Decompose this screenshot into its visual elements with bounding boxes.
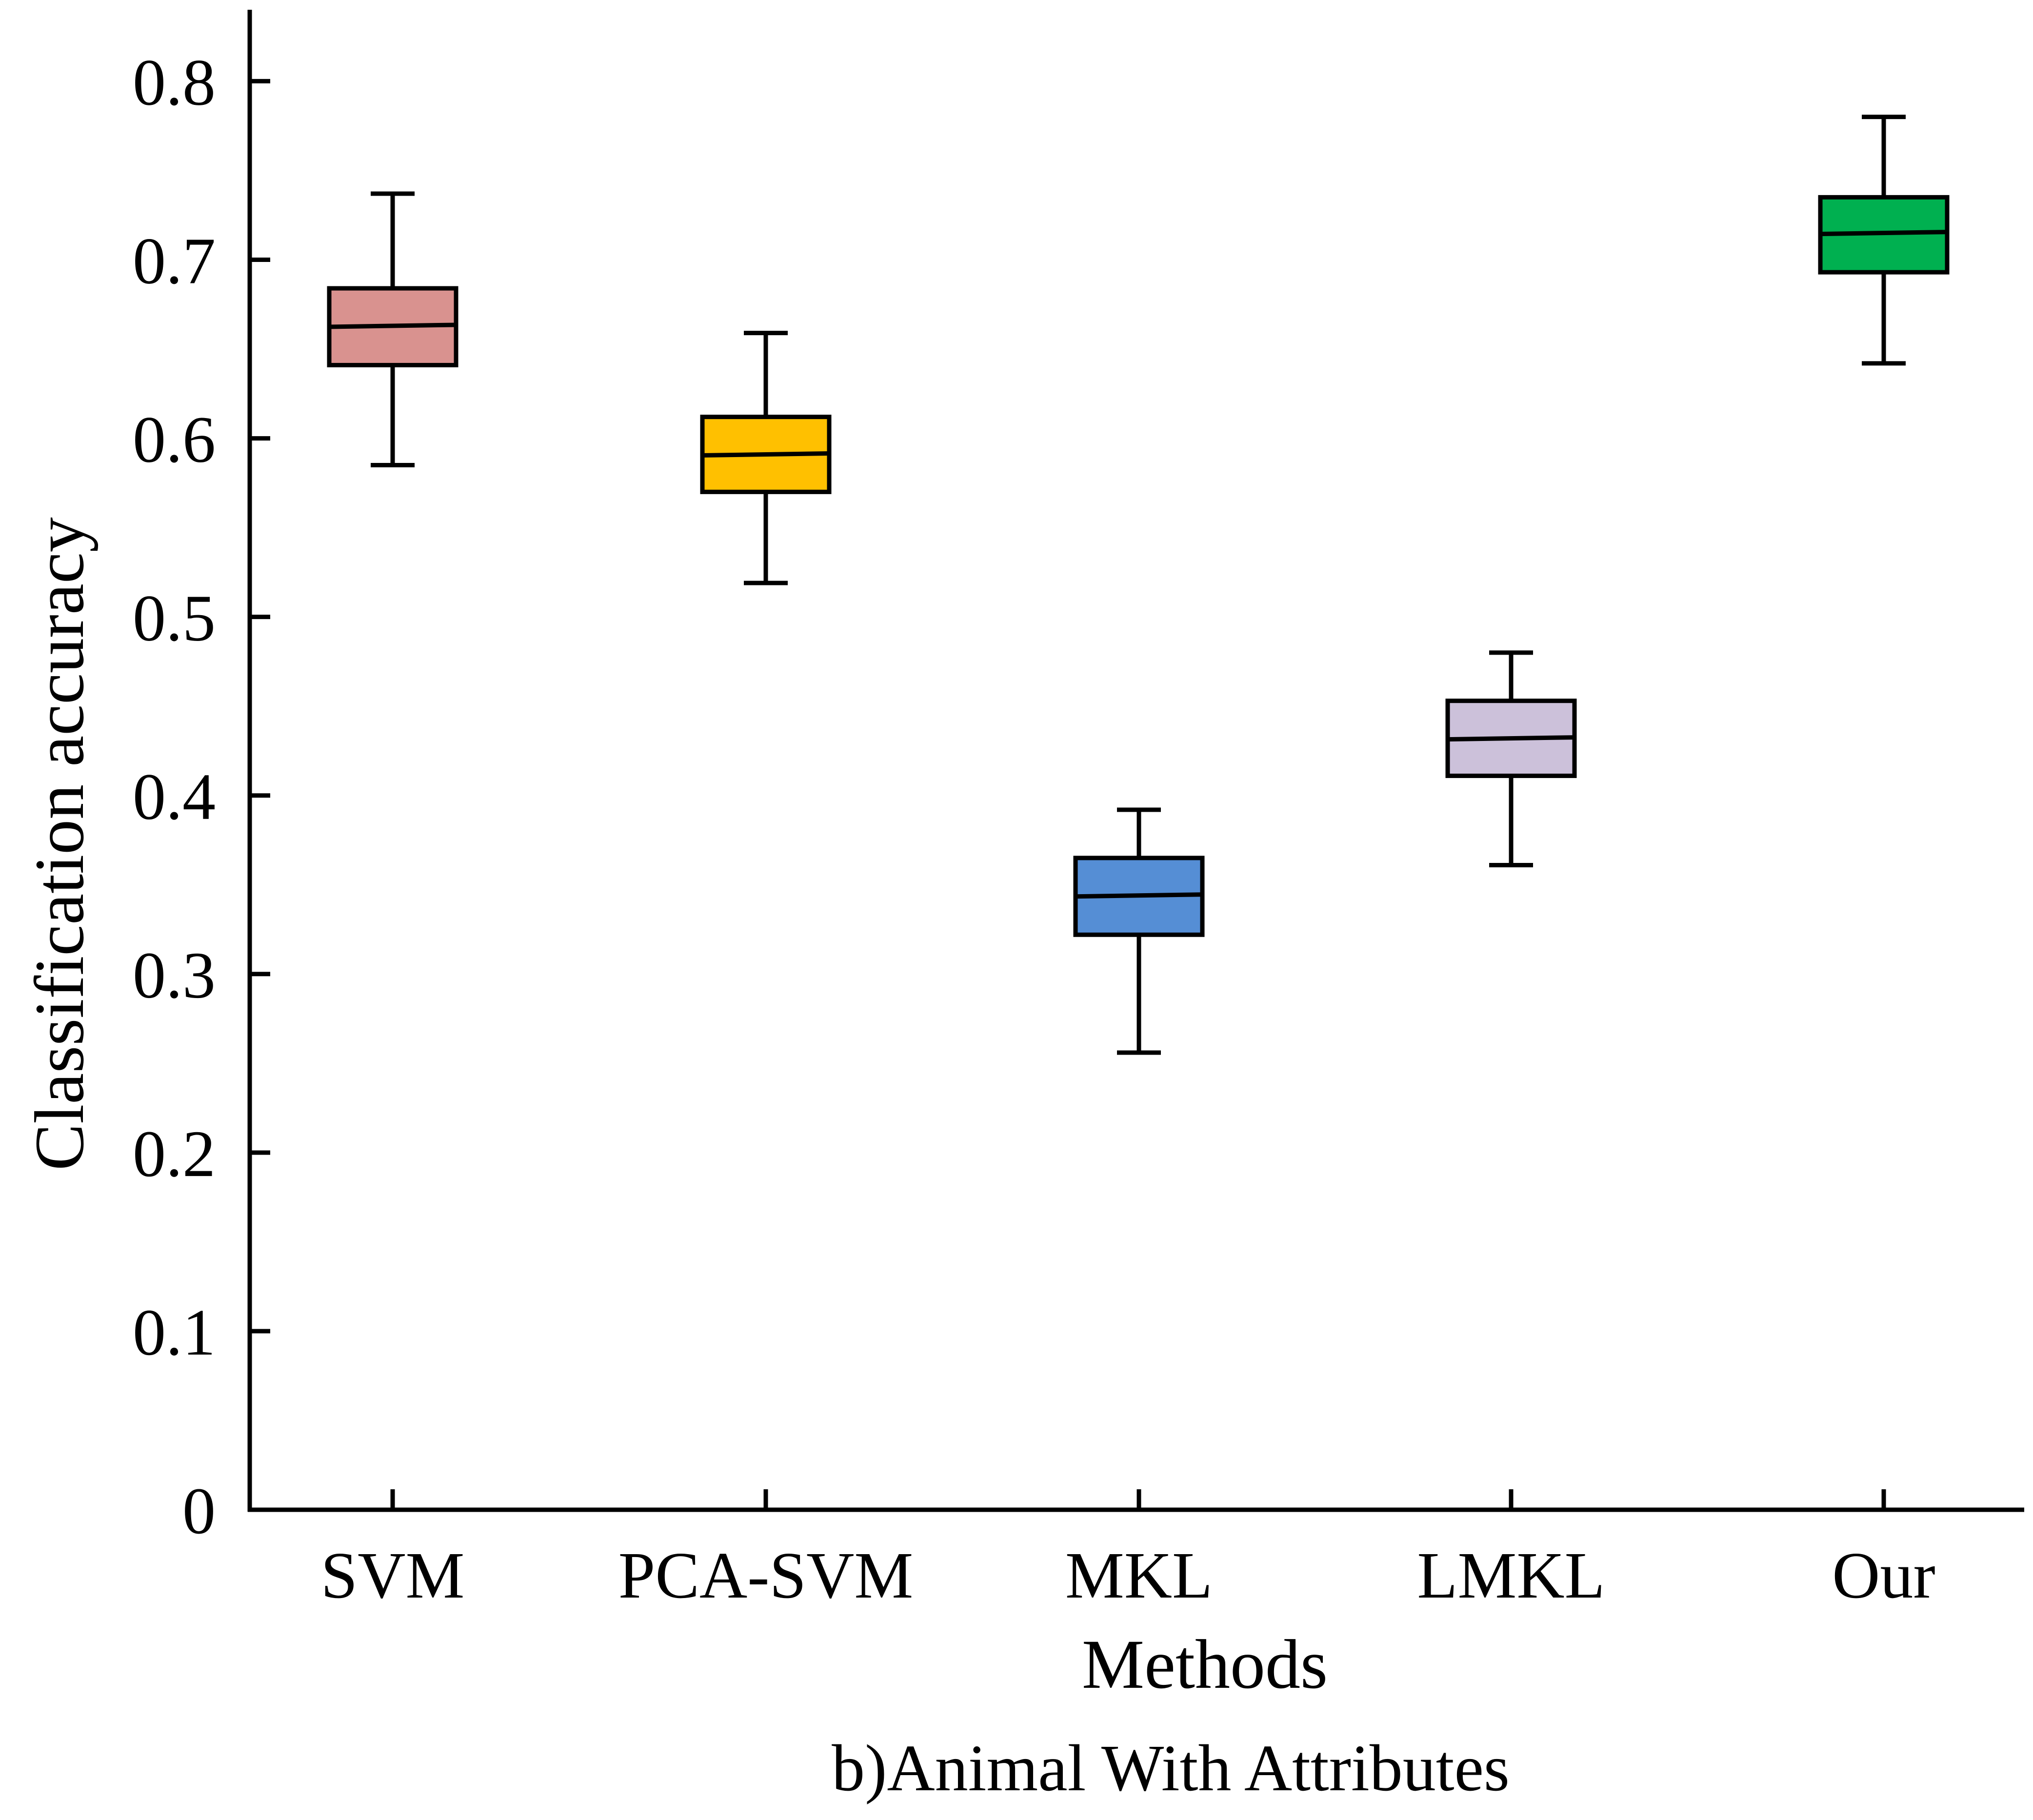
y-tick-label: 0 (182, 1475, 216, 1548)
median-line (1447, 735, 1575, 742)
y-tick-label: 0.8 (133, 46, 216, 119)
median-line (1075, 892, 1203, 899)
x-tick-label: PCA-SVM (618, 1539, 914, 1612)
y-tick-label: 0.6 (133, 403, 216, 477)
x-tick-label: SVM (321, 1539, 465, 1612)
x-axis-ticks: SVM PCA-SVM MKL LMKL Our (321, 1489, 1935, 1612)
y-tick-label: 0.1 (133, 1296, 216, 1369)
y-tick-label: 0.7 (133, 225, 216, 298)
box-series (327, 115, 1950, 1055)
y-tick-label: 0.3 (133, 939, 216, 1012)
box-svm (327, 191, 458, 467)
y-axis-title: Classification accuracy (21, 517, 99, 1170)
y-tick-label: 0.5 (133, 582, 216, 655)
y-axis-ticks: 0 0.1 0.2 0.3 0.4 0.5 0.6 0.7 0.8 (133, 46, 270, 1548)
median-line (1820, 230, 1948, 237)
median-line (329, 322, 457, 329)
box-our (1818, 115, 1950, 366)
x-axis-title: Methods (1082, 1626, 1328, 1703)
box-mkl (1073, 807, 1205, 1055)
median-line (702, 451, 830, 458)
x-tick-label: LMKL (1417, 1539, 1605, 1612)
y-tick-label: 0.4 (133, 760, 216, 834)
box-pca-svm (700, 331, 832, 585)
chart-caption: b)Animal With Attributes (832, 1732, 1510, 1805)
x-tick-label: Our (1832, 1539, 1935, 1612)
y-tick-label: 0.2 (133, 1118, 216, 1191)
x-tick-label: MKL (1065, 1539, 1213, 1612)
box-lmkl (1445, 650, 1577, 867)
